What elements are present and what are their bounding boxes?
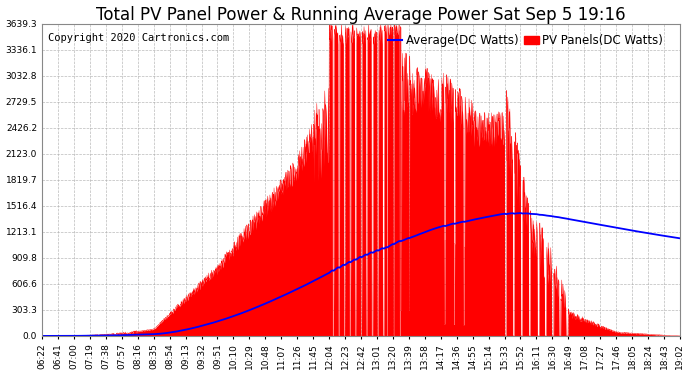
Title: Total PV Panel Power & Running Average Power Sat Sep 5 19:16: Total PV Panel Power & Running Average P… bbox=[96, 6, 626, 24]
Text: Copyright 2020 Cartronics.com: Copyright 2020 Cartronics.com bbox=[48, 33, 230, 43]
Legend: Average(DC Watts), PV Panels(DC Watts): Average(DC Watts), PV Panels(DC Watts) bbox=[384, 30, 668, 52]
